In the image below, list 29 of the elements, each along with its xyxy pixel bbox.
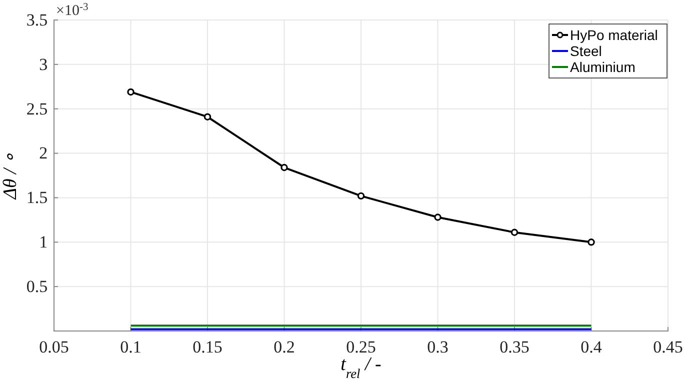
x-tick-label: 0.25 (346, 338, 376, 357)
y-tick-label: 3.5 (26, 10, 48, 30)
x-tick-label: 0.4 (580, 338, 602, 357)
y-tick-label: 0.5 (26, 277, 48, 296)
point (357, 192, 365, 200)
y-tick-label: 2.5 (26, 99, 48, 118)
x-tick-label: 0.3 (427, 338, 448, 357)
y-tick-label: 1.5 (26, 188, 48, 208)
y-axis-title: Δθ / ∘ (0, 152, 21, 200)
y-tick-label: 1 (39, 232, 48, 252)
x-tick-label: 0.15 (192, 338, 222, 357)
point (127, 88, 134, 96)
legend-label: HyPo material (570, 27, 658, 43)
point (588, 238, 595, 246)
y-tick-label: 3 (39, 54, 48, 74)
x-tick-label: 0.05 (39, 338, 69, 357)
x-tick-label: 0.45 (653, 338, 683, 357)
x-tick-label: 0.35 (500, 338, 530, 357)
x-tick-label: 0.2 (274, 338, 295, 357)
legend-label: Aluminium (570, 59, 636, 75)
y-tick-label: 2 (39, 144, 48, 163)
x-axis-title: t$_{rel}$ / - (340, 354, 382, 380)
point (204, 113, 212, 120)
point (434, 214, 442, 221)
x-tick-label: 0.1 (120, 338, 142, 357)
text: ×10$^{-3}$ (56, 2, 88, 19)
point (280, 164, 288, 172)
point (510, 228, 518, 236)
legend-label: Steel (570, 43, 602, 59)
